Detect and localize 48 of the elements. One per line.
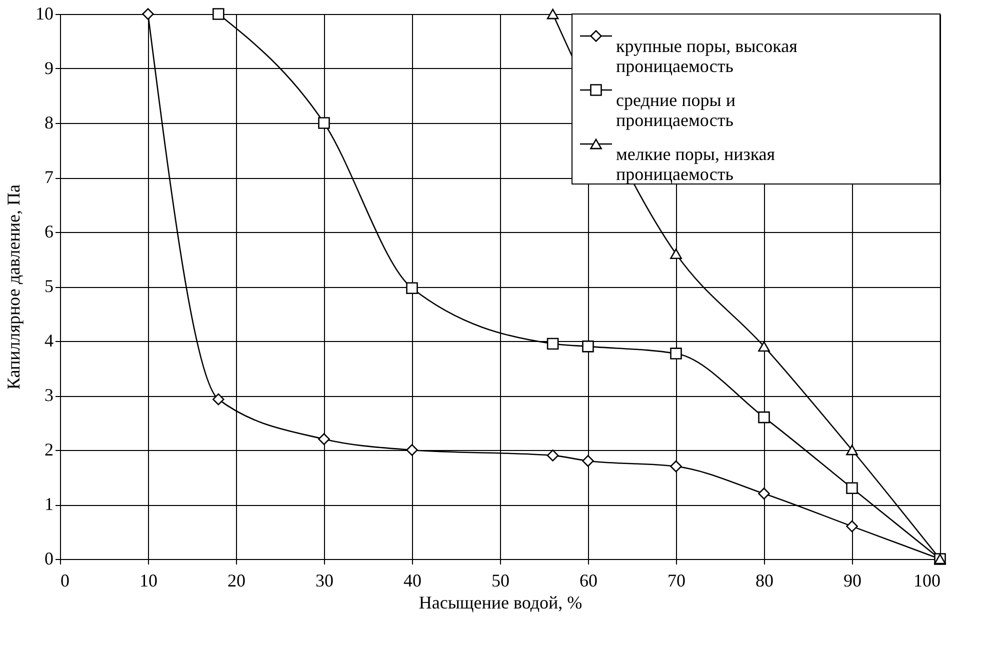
point	[670, 348, 682, 360]
point	[212, 8, 224, 20]
x-tick-label: 90	[844, 570, 862, 590]
y-tick-label: 2	[44, 440, 54, 460]
point	[846, 482, 858, 494]
point	[758, 411, 770, 424]
x-tick-label: 50	[492, 570, 510, 590]
y-tick-label: 9	[44, 58, 54, 78]
point	[406, 282, 418, 294]
point	[846, 520, 858, 532]
y-tick-label: 7	[44, 167, 54, 187]
legend-label: средние поры и проницаемость	[616, 90, 736, 130]
x-tick-label: 60	[580, 570, 598, 590]
point	[318, 433, 330, 445]
point	[546, 450, 559, 462]
x-tick-label: 100	[914, 570, 940, 590]
point	[318, 117, 330, 129]
x-tick-label: 20	[228, 570, 246, 590]
legend-label: мелкие поры, низкая проницаемость	[616, 144, 776, 184]
y-tick-label: 6	[44, 222, 54, 242]
y-tick-label: 8	[44, 112, 54, 132]
point	[758, 341, 770, 352]
point	[546, 338, 559, 350]
point	[406, 444, 418, 456]
point	[846, 444, 858, 456]
y-tick-label: 5	[44, 276, 54, 296]
point	[546, 8, 559, 20]
x-axis-title: Насыщение водой, %	[418, 592, 582, 612]
y-tick-label: 10	[36, 4, 54, 24]
point	[758, 488, 770, 500]
x-tick-label: 30	[316, 570, 334, 590]
x-tick-label: 40	[404, 570, 422, 590]
x-tick-label: 10	[140, 570, 158, 590]
x-tick-label: 0	[60, 570, 70, 590]
legend-label: крупные поры, высокая проницаемость	[616, 36, 798, 76]
x-tick-label: 70	[668, 570, 686, 590]
point	[212, 393, 224, 406]
point	[670, 460, 682, 472]
y-tick-label: 0	[44, 548, 54, 568]
point	[670, 248, 682, 259]
x-tick-label: 80	[756, 570, 774, 590]
point	[582, 340, 594, 352]
y-tick-label: 4	[44, 330, 54, 350]
point	[142, 8, 154, 20]
y-tick-label: 3	[44, 385, 54, 405]
y-axis-title: Капиллярное давление, Па	[4, 184, 24, 390]
point	[582, 455, 594, 467]
y-tick-label: 1	[44, 494, 54, 514]
